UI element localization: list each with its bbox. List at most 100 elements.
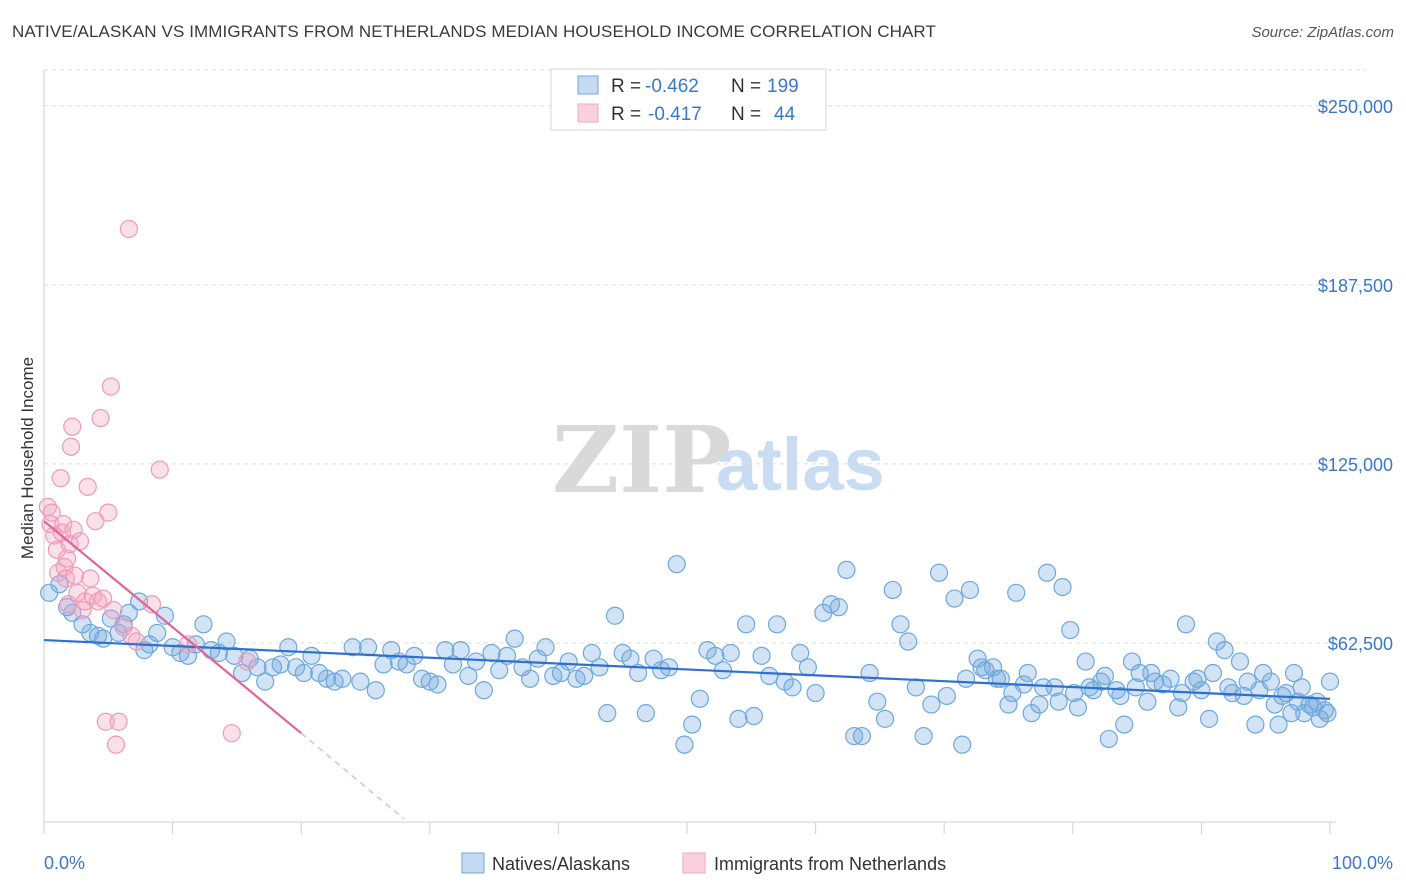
point-netherlands	[81, 569, 100, 588]
point-natives-alaskans	[459, 666, 478, 685]
point-natives-alaskans	[63, 603, 82, 622]
point-natives-alaskans	[706, 646, 725, 665]
point-natives-alaskans	[155, 606, 174, 625]
point-natives-alaskans	[505, 629, 524, 648]
point-netherlands	[78, 477, 97, 496]
point-natives-alaskans	[1203, 663, 1223, 683]
point-natives-alaskans	[148, 623, 167, 643]
point-natives-alaskans	[852, 726, 871, 746]
x-tick-label-max: 100.0%	[1332, 853, 1393, 873]
point-netherlands	[222, 724, 241, 743]
point-natives-alaskans	[1284, 663, 1304, 683]
point-netherlands	[150, 460, 169, 479]
point-natives-alaskans	[906, 678, 926, 697]
correlation-legend: R = -0.462 N = 199 R = -0.417 N = 44	[550, 68, 827, 131]
point-netherlands	[91, 408, 110, 428]
point-natives-alaskans	[590, 658, 609, 677]
point-natives-alaskans	[999, 695, 1018, 714]
point-natives-alaskans	[883, 580, 902, 600]
point-natives-alaskans	[474, 681, 493, 700]
point-natives-alaskans	[271, 655, 290, 674]
point-natives-alaskans	[744, 706, 763, 726]
point-natives-alaskans	[1318, 704, 1337, 723]
point-natives-alaskans	[875, 709, 895, 728]
x-tick-label-min: 0.0%	[44, 853, 85, 873]
point-natives-alaskans	[899, 632, 918, 651]
point-natives-alaskans	[1192, 681, 1211, 700]
point-natives-alaskans	[845, 726, 864, 746]
watermark-zip: ZIP	[552, 406, 731, 514]
point-natives-alaskans	[798, 658, 817, 677]
point-natives-alaskans	[1111, 686, 1130, 706]
point-natives-alaskans	[582, 643, 601, 663]
point-natives-alaskans	[767, 615, 787, 634]
y-tick-label: $187,500	[1318, 276, 1393, 296]
point-natives-alaskans	[667, 555, 686, 574]
point-natives-alaskans	[1061, 620, 1080, 640]
y-axis-label: Median Household Income	[18, 357, 37, 559]
point-natives-alaskans	[1099, 729, 1118, 749]
gridlines	[44, 69, 1366, 644]
point-natives-alaskans	[1018, 663, 1037, 683]
y-tick-label: $125,000	[1318, 455, 1393, 475]
point-netherlands	[109, 712, 128, 731]
point-netherlands	[51, 469, 70, 488]
trend-lines	[43, 520, 1331, 820]
point-natives-alaskans	[953, 735, 972, 754]
bottom-legend-label-2: Immigrants from Netherlands	[714, 854, 946, 874]
point-natives-alaskans	[1215, 641, 1234, 660]
point-natives-alaskans	[791, 643, 810, 663]
point-natives-alaskans	[1230, 652, 1250, 671]
point-natives-alaskans	[1076, 652, 1095, 671]
point-natives-alaskans	[1095, 666, 1115, 685]
watermark-atlas: atlas	[716, 423, 885, 506]
point-netherlands	[42, 503, 61, 522]
point-natives-alaskans	[1188, 669, 1207, 688]
point-natives-alaskans	[960, 580, 980, 600]
legend-n-label-1: N =	[731, 76, 761, 97]
point-natives-alaskans	[1320, 672, 1340, 691]
point-netherlands	[238, 652, 257, 671]
point-natives-alaskans	[929, 563, 949, 582]
point-natives-alaskans	[1176, 615, 1196, 634]
point-netherlands	[63, 417, 82, 436]
point-netherlands	[58, 549, 77, 568]
point-natives-alaskans	[806, 683, 825, 703]
legend-swatch-pink	[577, 103, 599, 123]
point-natives-alaskans	[536, 638, 555, 657]
legend-n-label-2: N =	[731, 104, 761, 125]
point-natives-alaskans	[466, 652, 486, 671]
point-natives-alaskans	[937, 686, 956, 706]
point-natives-alaskans	[256, 672, 275, 691]
point-netherlands	[54, 514, 73, 534]
point-natives-alaskans	[729, 709, 748, 728]
point-natives-alaskans	[366, 681, 385, 700]
point-natives-alaskans	[351, 672, 370, 691]
point-natives-alaskans	[575, 666, 594, 685]
point-natives-alaskans	[119, 603, 138, 622]
point-natives-alaskans	[914, 726, 933, 746]
point-natives-alaskans	[1064, 683, 1084, 703]
point-natives-alaskans	[629, 663, 648, 683]
point-natives-alaskans	[248, 658, 267, 677]
point-natives-alaskans	[358, 638, 378, 657]
legend-swatch-blue	[577, 75, 599, 95]
point-natives-alaskans	[891, 615, 910, 634]
point-natives-alaskans	[88, 626, 108, 645]
point-natives-alaskans	[217, 632, 236, 651]
point-natives-alaskans	[559, 652, 578, 671]
point-natives-alaskans	[1200, 709, 1219, 728]
point-netherlands	[61, 437, 81, 456]
point-natives-alaskans	[1219, 678, 1238, 697]
point-natives-alaskans	[683, 715, 702, 734]
point-natives-alaskans	[1282, 704, 1301, 723]
point-natives-alaskans	[1037, 563, 1057, 582]
point-natives-alaskans	[1161, 669, 1180, 688]
point-natives-alaskans	[1034, 678, 1053, 697]
point-natives-alaskans	[428, 675, 447, 694]
point-natives-alaskans	[956, 669, 976, 688]
point-netherlands	[88, 592, 108, 611]
point-netherlands	[127, 632, 146, 651]
legend-n-value-1: 199	[767, 76, 799, 97]
point-natives-alaskans	[1292, 678, 1311, 697]
